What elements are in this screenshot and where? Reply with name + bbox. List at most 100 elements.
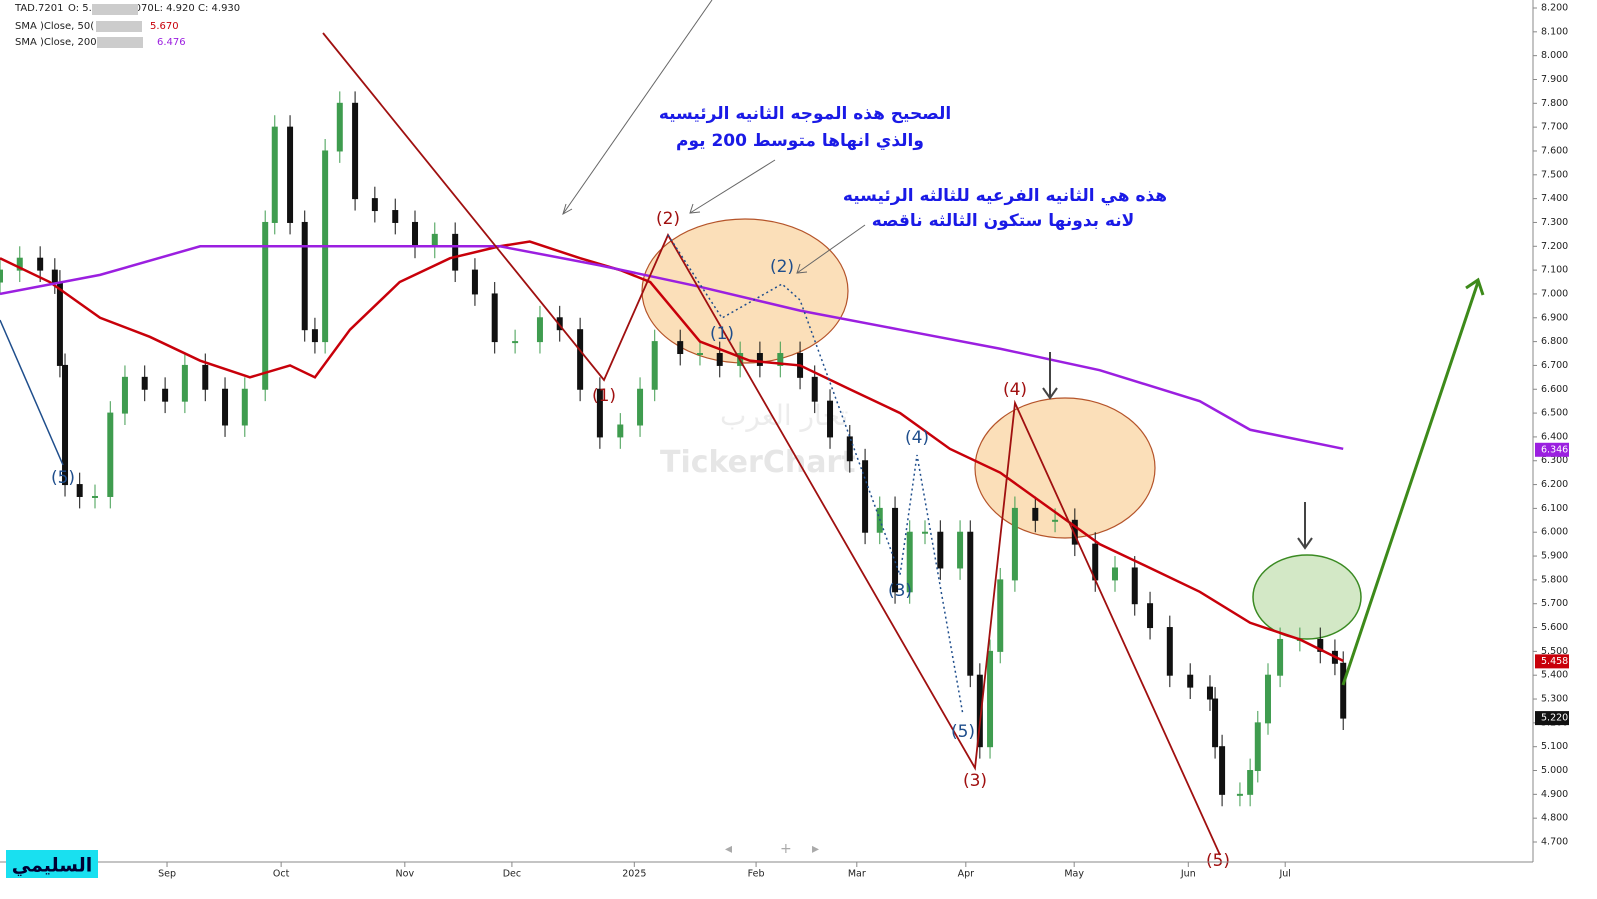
candle-body — [1147, 603, 1154, 629]
candle-body — [1187, 674, 1194, 688]
x-tick-label: Sep — [158, 869, 176, 880]
x-tick-label: Oct — [273, 869, 290, 880]
annotation: والذي انهاها متوسط 200 يوم — [676, 131, 924, 151]
candle-body — [617, 424, 624, 438]
arrow-head — [1465, 277, 1485, 296]
candle-body — [677, 341, 684, 355]
candle-body — [1340, 662, 1347, 719]
candle-body — [16, 257, 23, 271]
y-tick-label: 5.900 — [1541, 551, 1568, 562]
candle-body — [556, 317, 563, 331]
icons[interactable] — [92, 4, 138, 15]
wave-label: (4) — [1003, 380, 1027, 400]
icons[interactable] — [97, 37, 143, 48]
candle-body — [846, 436, 853, 462]
candle-body — [471, 269, 478, 295]
y-tick-label: 6.300 — [1541, 455, 1568, 466]
candle-body — [202, 364, 209, 390]
candle-body — [892, 507, 899, 593]
y-tick-label: 5.400 — [1541, 670, 1568, 681]
x-tick-label: Mar — [848, 869, 866, 880]
wave-label: (1) — [710, 324, 734, 344]
symbol: TAD.7201 — [14, 3, 64, 14]
candle-body — [997, 579, 1004, 652]
candle-body — [1247, 770, 1254, 795]
y-tick-label: 5.500 — [1541, 646, 1568, 657]
y-tick-label: 7.800 — [1541, 98, 1568, 109]
candle-body — [967, 531, 974, 676]
y-tick-label: 5.000 — [1541, 765, 1568, 776]
y-tick-label: 6.000 — [1541, 527, 1568, 538]
candle-body — [637, 388, 644, 426]
candle-body — [536, 317, 543, 343]
ohlc: C: 4.930 — [198, 3, 240, 14]
wave-label: (2) — [770, 257, 794, 277]
legend-name: SMA )Close, 50( — [15, 21, 94, 32]
candle-body — [222, 388, 229, 426]
wave-line — [0, 319, 64, 466]
candle-body — [937, 531, 944, 569]
candle-body — [1011, 507, 1018, 581]
candle-body — [76, 484, 83, 497]
nav-zoom[interactable]: + — [780, 841, 792, 857]
nav-bar[interactable]: ◂ + ▸ — [725, 841, 819, 857]
wave-lines — [0, 0, 1485, 856]
candle-body — [301, 221, 308, 331]
candle-body — [976, 674, 983, 748]
candle-body — [412, 221, 419, 247]
author: السليمي — [12, 855, 92, 877]
candle-body — [371, 198, 378, 212]
candle-body — [1264, 674, 1271, 724]
candle-body — [56, 281, 63, 366]
candle-body — [91, 495, 98, 498]
y-tick-label: 7.600 — [1541, 145, 1568, 156]
annotation: هذه هي الثانيه الفرعيه للثالثه الرئيسيه — [843, 186, 1167, 206]
annotation: الصحيح هذه الموجه الثانيه الرئيسيه — [659, 104, 951, 124]
arrow — [796, 224, 866, 274]
arrow-head — [796, 263, 808, 274]
candle-body — [241, 388, 248, 426]
y-tick-label: 6.800 — [1541, 336, 1568, 347]
candle-body — [1212, 698, 1219, 748]
y-tick-label: 4.700 — [1541, 837, 1568, 848]
y-tick-label: 6.100 — [1541, 503, 1568, 514]
x-tick-label: 2025 — [622, 869, 646, 880]
candle-body — [1052, 519, 1059, 522]
nav-next[interactable]: ▸ — [812, 841, 819, 857]
watermark: TickerChart — [660, 445, 856, 480]
candle-body — [596, 388, 603, 438]
author-box — [6, 850, 98, 878]
legend-value: 5.670 — [150, 21, 179, 32]
ellipse — [641, 218, 849, 364]
candle-body — [491, 293, 498, 343]
legend-icons[interactable] — [92, 4, 143, 48]
y-tick-label: 7.700 — [1541, 122, 1568, 133]
arrow-head — [562, 203, 573, 216]
candle-body — [51, 269, 58, 283]
x-tick-label: May — [1064, 869, 1084, 880]
candle-body — [716, 353, 723, 366]
candle-body — [181, 364, 188, 402]
icons[interactable] — [96, 21, 142, 32]
candle-body — [1236, 793, 1243, 796]
arrow-head — [689, 203, 701, 214]
wave-label: (2) — [656, 209, 680, 229]
y-tick-label: 8.200 — [1541, 3, 1568, 14]
nav-prev[interactable]: ◂ — [725, 841, 732, 857]
price-tag-label: 5.220 — [1541, 713, 1568, 724]
wave-label: (1) — [592, 386, 616, 406]
y-tick-label: 5.300 — [1541, 694, 1568, 705]
candle-body — [512, 341, 519, 344]
candle-body — [922, 531, 929, 534]
arrow-head — [1297, 537, 1313, 550]
candle-body — [162, 388, 169, 402]
price-tag — [1535, 442, 1569, 457]
candle-body — [431, 233, 438, 247]
wave-label: (3) — [963, 771, 987, 791]
candle-body — [1317, 638, 1324, 652]
candle-body — [1071, 519, 1078, 545]
y-tick-label: 7.400 — [1541, 193, 1568, 204]
main-wave — [322, 32, 1221, 856]
candle-body — [37, 257, 44, 271]
